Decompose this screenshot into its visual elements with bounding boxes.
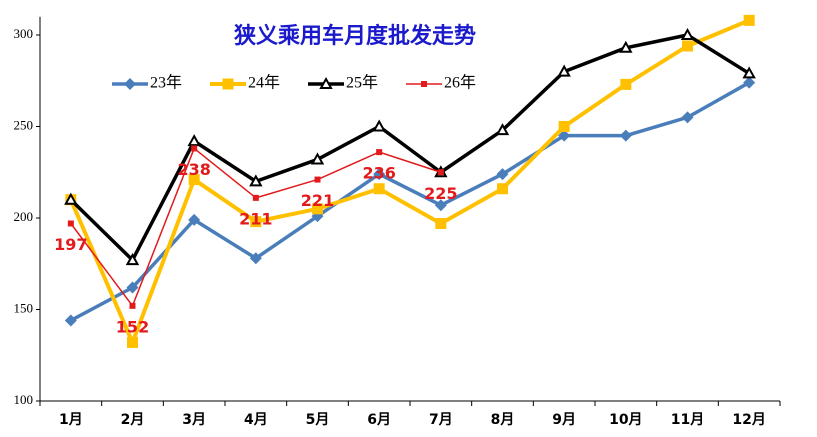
marker — [191, 145, 198, 152]
marker — [496, 168, 509, 181]
marker — [373, 168, 386, 181]
marker — [557, 64, 571, 77]
marker — [252, 194, 259, 201]
marker — [742, 66, 756, 79]
series-line — [69, 33, 751, 262]
legend-label: 25年 — [346, 74, 378, 92]
marker — [743, 14, 755, 26]
marker — [372, 119, 386, 132]
data-label: 236 — [362, 164, 395, 183]
x-tick-label: 6月 — [367, 412, 391, 428]
series-line — [68, 18, 750, 345]
x-tick-label: 10月 — [609, 412, 642, 428]
marker — [64, 192, 78, 205]
x-tick-label: 3月 — [182, 412, 206, 428]
x-tick-label: 8月 — [491, 412, 515, 428]
marker — [558, 121, 570, 132]
legend-label: 23年 — [150, 74, 182, 92]
marker — [619, 40, 633, 53]
marker — [681, 111, 694, 124]
data-label: 197 — [54, 235, 87, 254]
data-label: 225 — [424, 184, 457, 203]
y-tick-label: 300 — [14, 26, 34, 41]
x-tick-label: 12月 — [732, 412, 765, 428]
marker — [125, 253, 140, 266]
marker — [319, 76, 333, 89]
marker — [620, 78, 632, 90]
series-line — [70, 81, 751, 323]
y-tick-label: 150 — [14, 300, 34, 315]
marker — [67, 220, 74, 227]
marker — [314, 176, 321, 183]
marker — [187, 134, 201, 147]
marker — [437, 169, 444, 176]
marker — [376, 149, 383, 156]
marker — [497, 183, 508, 195]
marker — [558, 129, 571, 142]
x-tick-label: 2月 — [121, 412, 145, 428]
y-tick-label: 200 — [14, 209, 34, 224]
marker — [434, 199, 447, 212]
data-label: 211 — [239, 209, 272, 228]
y-tick-label: 100 — [14, 392, 34, 407]
legend-label: 26年 — [444, 74, 476, 92]
marker — [421, 81, 427, 87]
marker — [435, 217, 447, 229]
marker — [64, 314, 77, 327]
marker — [129, 302, 136, 309]
marker — [250, 216, 262, 228]
x-tick-label: 9月 — [552, 412, 576, 428]
y-tick-label: 250 — [14, 117, 34, 132]
marker — [312, 203, 323, 215]
marker — [680, 27, 695, 40]
marker — [249, 174, 263, 187]
x-tick-label: 4月 — [244, 412, 268, 428]
x-tick-label: 1月 — [59, 412, 83, 428]
x-tick-label: 7月 — [429, 412, 453, 428]
marker — [743, 76, 756, 89]
marker — [619, 129, 632, 142]
marker — [495, 123, 510, 136]
x-tick-label: 11月 — [671, 412, 704, 428]
marker — [188, 213, 201, 226]
marker — [124, 78, 136, 90]
marker — [222, 78, 234, 90]
data-label: 238 — [177, 160, 210, 179]
marker — [249, 252, 262, 265]
data-label: 152 — [116, 317, 149, 336]
marker — [310, 152, 325, 165]
marker — [126, 281, 139, 294]
x-tick-label: 5月 — [306, 412, 330, 428]
marker — [127, 336, 138, 348]
marker — [373, 183, 385, 195]
chart-title: 狭义乘用车月度批发走势 — [233, 23, 476, 49]
data-label: 221 — [301, 191, 334, 210]
legend-label: 24年 — [248, 74, 280, 92]
marker — [188, 174, 200, 186]
marker — [682, 40, 693, 52]
